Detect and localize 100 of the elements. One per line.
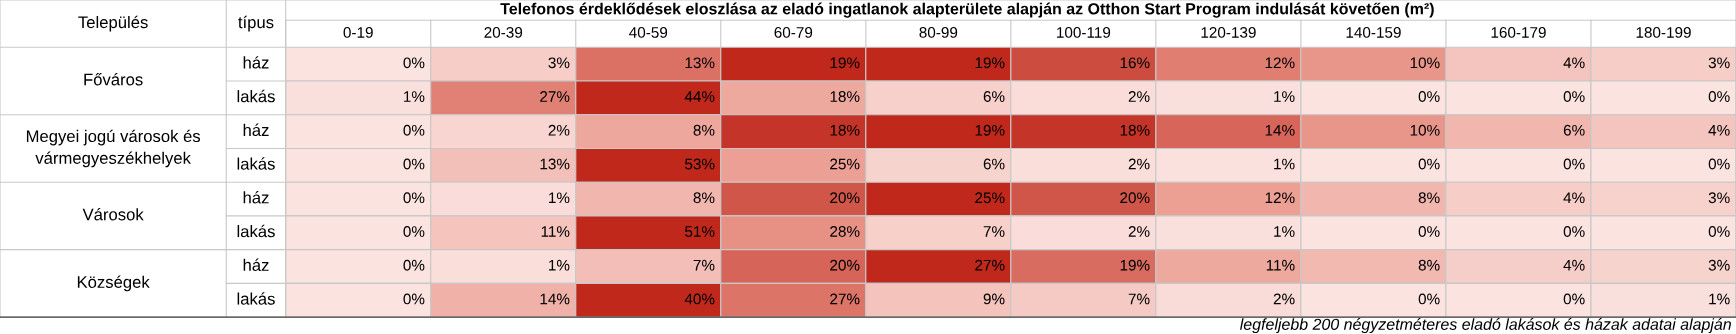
data-label: 25% <box>975 192 1005 204</box>
data-label: 6% <box>983 91 1005 102</box>
x-tick-label: 160-179 <box>1491 27 1546 38</box>
data-label: 0% <box>403 57 425 69</box>
data-label: 19% <box>975 57 1005 69</box>
data-label: 8% <box>1418 192 1440 204</box>
data-label: 2% <box>1273 293 1295 305</box>
data-label: 6% <box>1563 124 1585 136</box>
data-label: 40% <box>684 293 715 305</box>
data-label: 19% <box>1120 259 1150 271</box>
data-label: 9% <box>983 293 1005 305</box>
data-label: 11% <box>541 226 570 237</box>
data-label: 0% <box>1418 91 1440 102</box>
data-label: 0% <box>403 293 425 305</box>
data-label: 0% <box>403 158 425 170</box>
y2-tick-label: Megyei jogú városok és vármegyeszékhelyek <box>26 129 201 168</box>
data-label: 1% <box>549 192 570 204</box>
data-label: 20% <box>830 259 860 271</box>
y-tick-label: ház <box>243 56 269 69</box>
data-label: 0% <box>403 124 425 136</box>
data-label: 0% <box>1418 226 1440 237</box>
data-label: 14% <box>1265 124 1295 136</box>
data-label: 51% <box>685 226 715 237</box>
data-label: 1% <box>404 91 425 102</box>
text: Település <box>78 15 148 32</box>
x-tick-label: 120-139 <box>1201 27 1256 38</box>
x-tick-label: 180-199 <box>1636 27 1691 38</box>
annotation: legfeljebb 200 négyzetméteres eladó lakások és házak adatai alapján <box>1240 318 1731 334</box>
data-label: 4% <box>1563 192 1585 204</box>
data-label: 4% <box>1708 124 1730 136</box>
data-label: 20% <box>830 192 860 204</box>
data-label: 10% <box>1410 57 1440 69</box>
data-label: 12% <box>1265 192 1295 204</box>
y2-tick-label: Főváros <box>84 73 143 86</box>
text: típus <box>238 15 274 32</box>
data-label: 13% <box>685 57 715 69</box>
data-label: 1% <box>1274 226 1295 237</box>
data-label: 8% <box>693 192 715 204</box>
y2-tick-label: Községek <box>77 275 150 292</box>
y-tick-label: lakás <box>237 224 275 238</box>
x-tick-label: 140-159 <box>1346 27 1401 38</box>
data-label: 0% <box>403 259 425 271</box>
data-label: 3% <box>1708 259 1730 271</box>
data-label: 25% <box>830 158 860 170</box>
data-label: 1% <box>549 259 570 271</box>
data-label: 7% <box>693 259 715 271</box>
data-label: 16% <box>1120 57 1150 69</box>
data-label: 2% <box>1128 91 1150 102</box>
data-label: 27% <box>830 293 860 305</box>
chart-title: Telefonos érdeklődések eloszlása az eladó ingatlanok alapterülete alapján az Otthon Start Program indulását követően (m²) <box>500 2 1434 18</box>
data-label: 1% <box>1274 91 1295 102</box>
data-label: 8% <box>693 124 715 136</box>
data-label: 0% <box>1708 91 1730 102</box>
y-tick-label: lakás <box>237 89 275 103</box>
data-label: 28% <box>830 226 860 237</box>
data-label: 2% <box>1128 226 1150 237</box>
y-tick-label: lakás <box>237 292 275 305</box>
x-tick-label: 40-59 <box>629 27 668 38</box>
data-label: 0% <box>1563 91 1585 102</box>
data-label: 18% <box>830 124 860 136</box>
y2-tick-label: Városok <box>82 207 144 221</box>
data-label: 4% <box>1563 57 1585 69</box>
data-label: 2% <box>1128 158 1150 170</box>
data-label: 0% <box>1563 226 1585 237</box>
data-label: 0% <box>1563 158 1585 170</box>
x-tick-label: 100-119 <box>1057 27 1111 38</box>
data-label: 3% <box>1708 57 1730 69</box>
data-label: 0% <box>403 226 425 237</box>
x-tick-label: 60-79 <box>774 27 813 38</box>
data-label: 44% <box>684 91 715 102</box>
data-label: 19% <box>975 124 1005 136</box>
data-label: 12% <box>1265 57 1295 69</box>
data-label: 2% <box>548 124 570 136</box>
data-label: 20% <box>1120 192 1150 204</box>
data-label: 4% <box>1563 259 1585 271</box>
data-label: 0% <box>1708 158 1730 170</box>
data-label: 8% <box>1418 259 1440 271</box>
x-tick-label: 20-39 <box>484 27 523 38</box>
data-label: 1% <box>1274 158 1295 170</box>
data-label: 3% <box>1708 192 1730 204</box>
data-label: 18% <box>830 91 860 102</box>
data-label: 14% <box>540 293 570 305</box>
x-tick-label: 80-99 <box>919 27 958 38</box>
data-label: 10% <box>1410 124 1440 136</box>
data-label: 27% <box>540 91 570 102</box>
x-tick-label: 0-19 <box>343 27 373 38</box>
data-label: 0% <box>403 192 425 204</box>
data-label: 7% <box>1128 293 1150 305</box>
data-label: 3% <box>548 57 570 69</box>
y-tick-label: ház <box>243 191 269 204</box>
data-label: 6% <box>983 158 1005 170</box>
y-tick-label: ház <box>243 258 269 271</box>
data-label: 0% <box>1418 158 1440 170</box>
data-label: 13% <box>540 158 570 170</box>
data-label: 0% <box>1563 293 1585 305</box>
data-label: 19% <box>830 57 860 69</box>
y-tick-label: ház <box>243 123 269 137</box>
data-label: 1% <box>1709 293 1730 305</box>
data-label: 0% <box>1418 293 1440 305</box>
data-label: 53% <box>685 158 715 170</box>
